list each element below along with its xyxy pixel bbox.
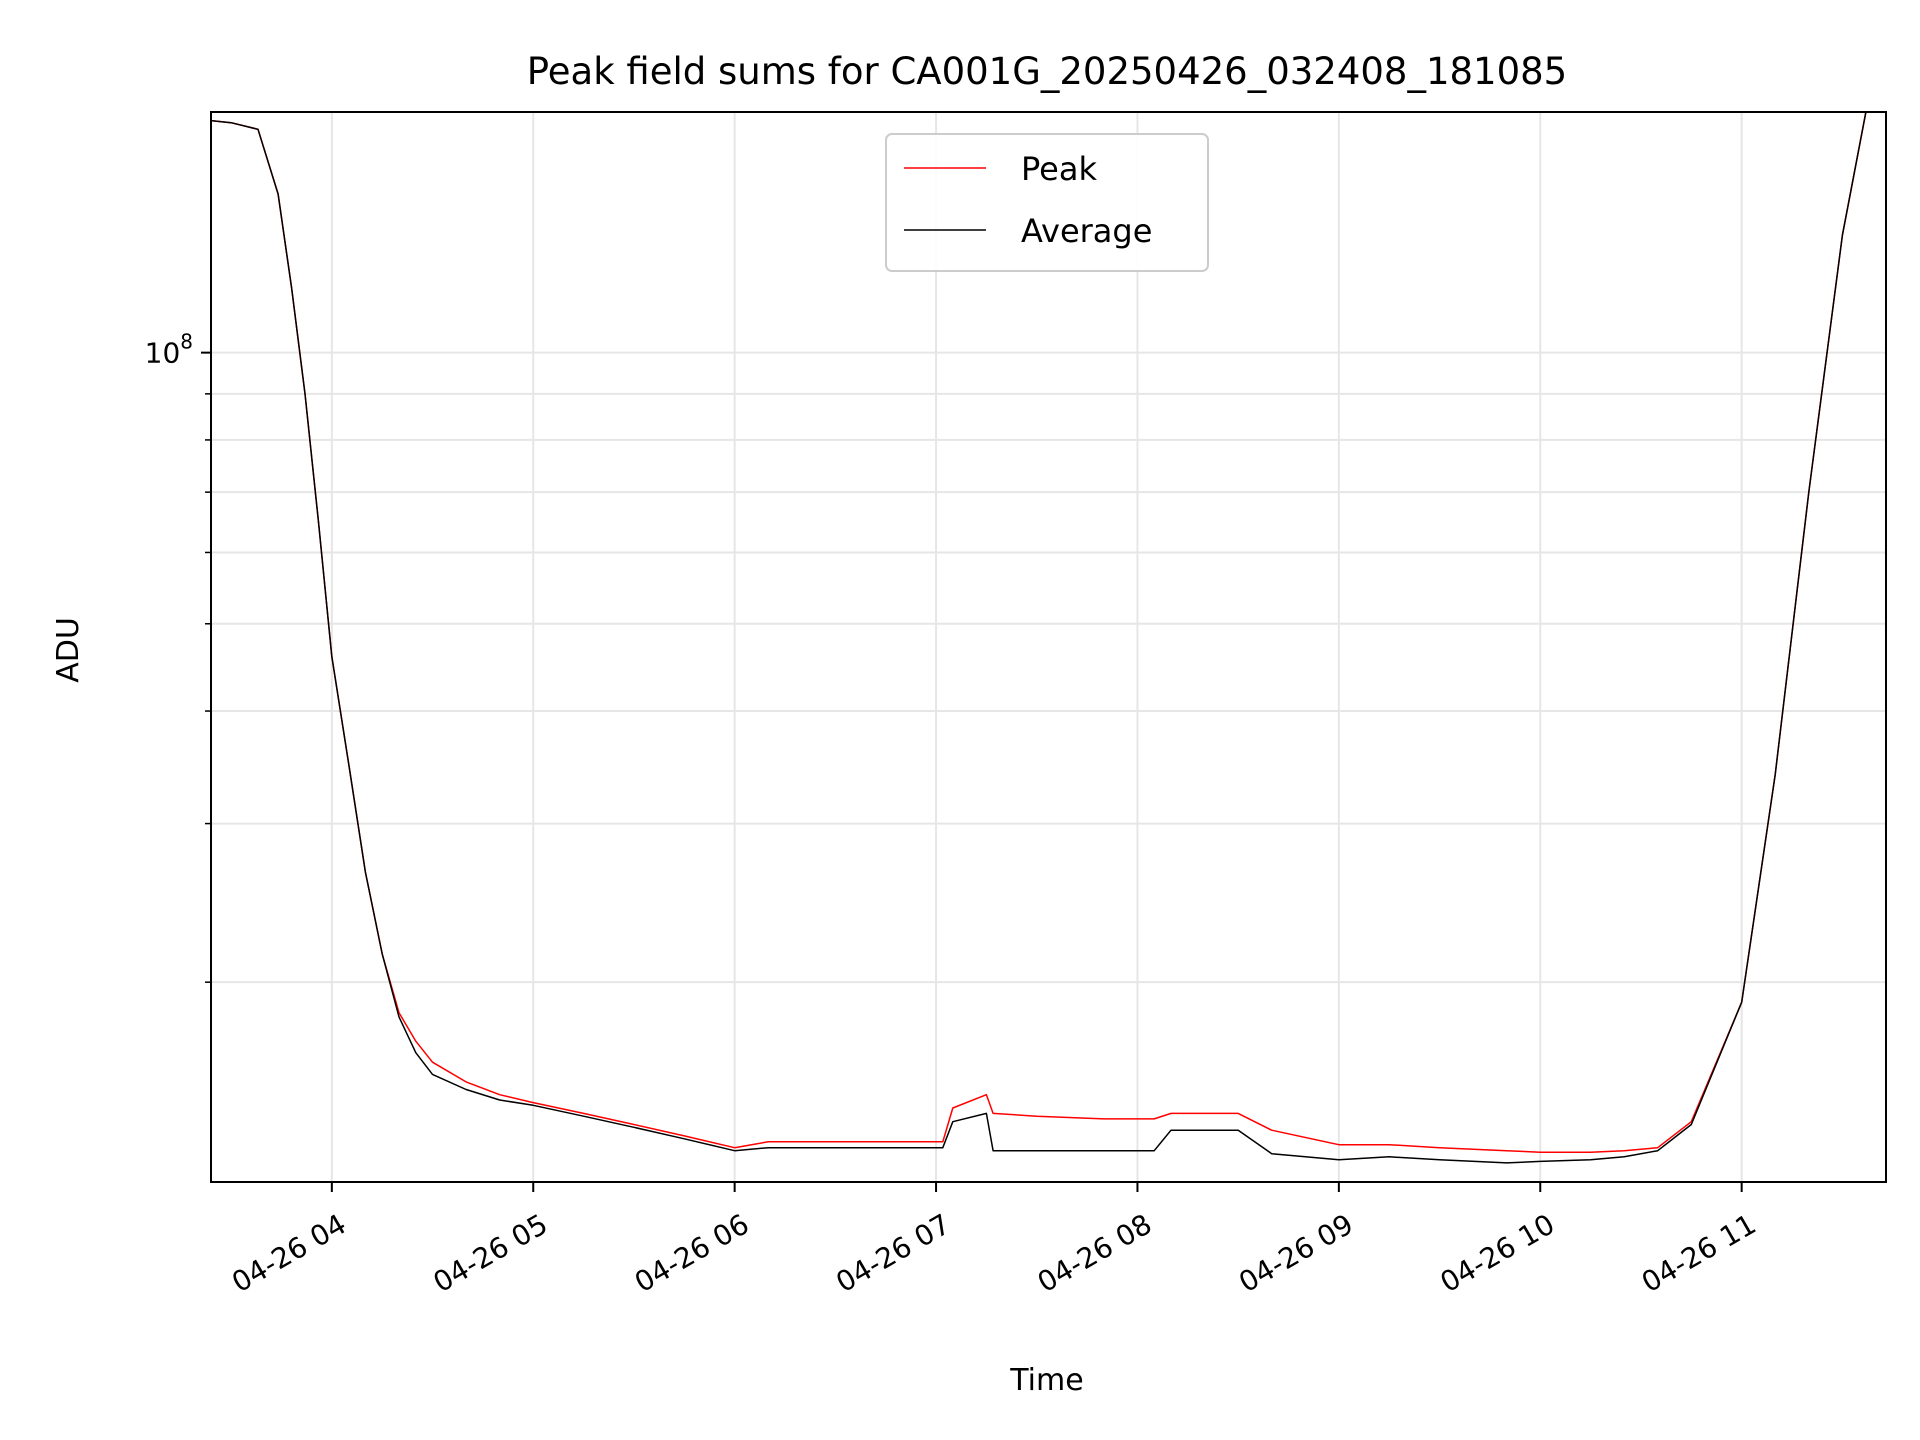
- series-layer: [211, 112, 1867, 1164]
- legend-peak-label: Peak: [1021, 150, 1097, 188]
- plot-frame: [210, 111, 1887, 1183]
- y-tick-base: 10: [145, 337, 181, 370]
- legend: Peak Average: [885, 133, 1209, 272]
- y-tick-exponent: 8: [180, 330, 193, 354]
- y-tick-label: 108: [145, 330, 193, 370]
- grid-lines: [211, 112, 1886, 1182]
- legend-average-label: Average: [1021, 212, 1152, 250]
- x-axis-label: Time: [1009, 1363, 1083, 1398]
- series-line-average: [211, 112, 1867, 1164]
- y-axis-label: ADU: [51, 617, 86, 683]
- chart-title: Peak field sums for CA001G_20250426_0324…: [527, 50, 1567, 93]
